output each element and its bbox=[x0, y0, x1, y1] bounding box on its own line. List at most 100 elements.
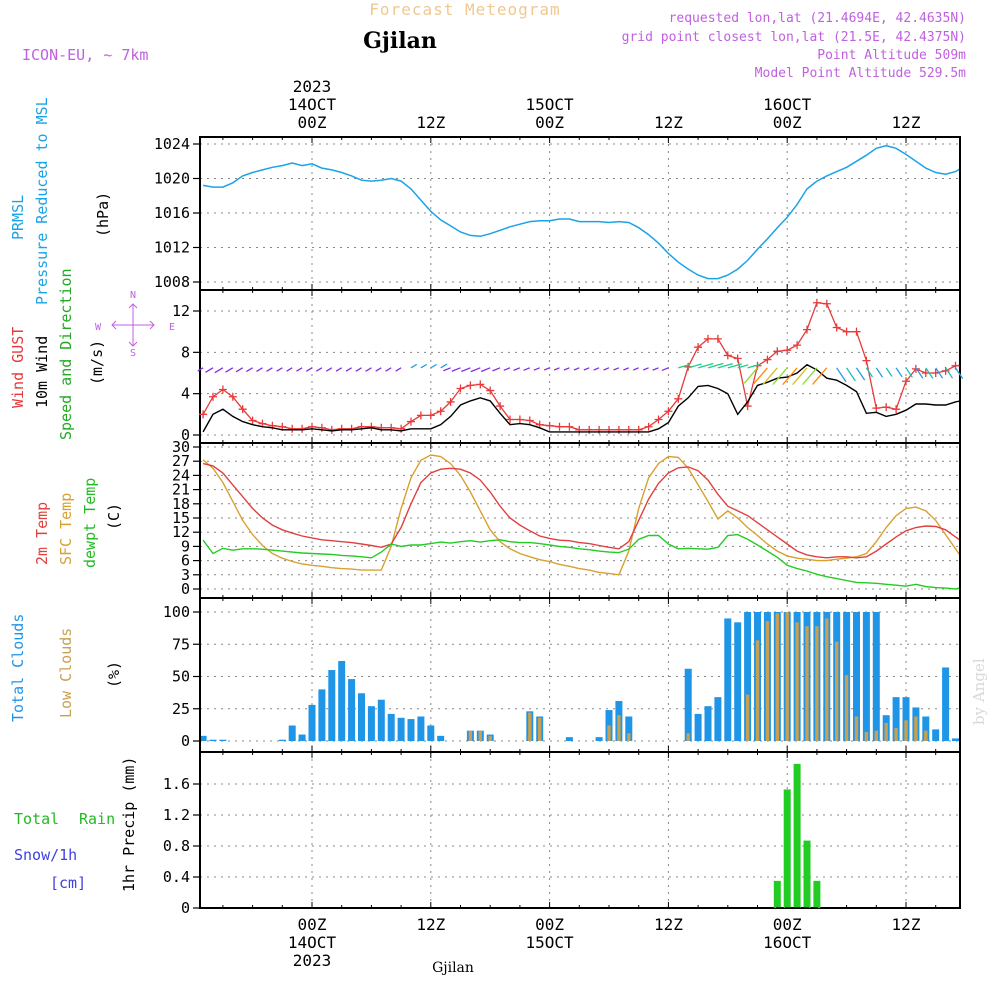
wind-gust-marker bbox=[644, 422, 653, 431]
y-tick-label: 100 bbox=[163, 603, 190, 621]
rain-bar bbox=[803, 840, 811, 908]
wind-gust-marker bbox=[872, 404, 881, 413]
top-year-label: 2023 bbox=[293, 77, 332, 96]
wind-gust-marker bbox=[803, 325, 811, 334]
precip-labels: Total Rain Snow/1h [cm] 1hr Precip (mm) bbox=[14, 757, 138, 892]
wind-direction-arrow-icon bbox=[642, 367, 649, 371]
wind-gust-marker bbox=[525, 416, 534, 425]
low-cloud-bar bbox=[844, 675, 849, 741]
wind-gust-marker bbox=[228, 392, 237, 401]
wind-10m-label: 10m Wind bbox=[33, 336, 51, 408]
wind-direction-arrow-icon bbox=[762, 367, 778, 385]
precip-total-label: Total bbox=[14, 810, 59, 828]
low-cloud-bar bbox=[538, 717, 542, 741]
wind-gust-marker bbox=[416, 411, 425, 420]
total-cloud-bar bbox=[565, 737, 573, 741]
top-hour-label: 00Z bbox=[773, 113, 802, 132]
wind-direction-arrow-icon bbox=[915, 367, 924, 379]
low-cloud-bar bbox=[835, 641, 839, 741]
total-cloud-bar bbox=[694, 713, 702, 741]
low-cloud-bar bbox=[528, 712, 532, 741]
wind-gust-marker bbox=[407, 417, 415, 426]
y-tick-label: 0 bbox=[181, 899, 190, 917]
y-tick-label: 18 bbox=[172, 495, 190, 513]
wind-direction-arrow-icon bbox=[747, 363, 761, 369]
wind-gust-label: Wind GUST bbox=[9, 327, 27, 408]
wind-direction-arrow-icon bbox=[256, 367, 263, 372]
wind-gust-marker bbox=[248, 416, 257, 425]
wind-direction-arrow-icon bbox=[836, 367, 847, 383]
wind-gust-marker bbox=[624, 425, 633, 434]
wind-direction-arrow-icon bbox=[727, 363, 742, 369]
total-cloud-bar bbox=[348, 679, 356, 741]
wind-direction-arrow-icon bbox=[583, 367, 590, 371]
y-tick-label: 21 bbox=[172, 481, 190, 499]
cloud-labels: Total Clouds Low Clouds (%) bbox=[9, 614, 123, 722]
model-altitude: Model Point Altitude 529.5m bbox=[755, 66, 966, 81]
wind-gust-marker bbox=[882, 403, 891, 412]
wind-gust-marker bbox=[436, 407, 445, 416]
top-date-label: 16OCT bbox=[763, 95, 812, 114]
bottom-hour-label: 12Z bbox=[416, 915, 445, 934]
wind-direction-arrow-icon bbox=[603, 367, 610, 371]
temp-sfc-label: SFC Temp bbox=[57, 493, 75, 565]
wind-direction-arrow-icon bbox=[235, 367, 244, 373]
wind-gust-marker bbox=[298, 424, 307, 433]
wind-direction-arrow-icon bbox=[305, 367, 313, 372]
low-cloud-bar bbox=[785, 612, 789, 741]
wind-gust-marker bbox=[545, 421, 554, 430]
wind-gust-marker bbox=[842, 327, 851, 336]
wind-direction-arrow-icon bbox=[812, 367, 828, 385]
top-hour-label: 00Z bbox=[535, 113, 564, 132]
precip-rain-label: Rain bbox=[79, 810, 115, 828]
wind-direction-arrow-icon bbox=[688, 363, 702, 369]
watermark: by Angel bbox=[970, 658, 988, 725]
total-cloud-bar bbox=[427, 725, 435, 741]
wind-dir-label: Speed and Direction bbox=[57, 268, 75, 440]
low-cloud-bar bbox=[805, 626, 809, 741]
wind-gust-marker bbox=[723, 351, 732, 360]
y-tick-label: 4 bbox=[181, 385, 190, 403]
total-cloud-bar bbox=[902, 697, 910, 741]
total-cloud-bar bbox=[338, 661, 346, 741]
wind-gust-marker bbox=[902, 377, 910, 386]
low-cloud-bar bbox=[607, 725, 611, 741]
wind-direction-arrow-icon bbox=[503, 367, 511, 371]
low-cloud-bar bbox=[488, 735, 492, 741]
bottom-date-label: 15OCT bbox=[526, 933, 575, 952]
total-cloud-bar bbox=[387, 713, 395, 741]
low-clouds-label: Low Clouds bbox=[57, 628, 75, 718]
pressure-label-desc: Pressure Reduced to MSL bbox=[33, 97, 51, 305]
total-cloud-bar bbox=[328, 670, 336, 741]
wind-gust-marker bbox=[199, 410, 208, 419]
low-cloud-bar bbox=[627, 733, 631, 741]
wind-direction-arrow-icon bbox=[743, 367, 758, 384]
wind-direction-arrow-icon bbox=[613, 367, 620, 371]
wind-direction-arrow-icon bbox=[945, 367, 954, 379]
wind-direction-arrow-icon bbox=[895, 367, 903, 378]
total-cloud-bar bbox=[377, 699, 385, 741]
rain-bar bbox=[813, 880, 821, 908]
y-tick-label: 50 bbox=[172, 668, 190, 686]
total-cloud-bar bbox=[367, 706, 375, 741]
wind-direction-arrow-icon bbox=[717, 362, 733, 369]
wind-plot bbox=[197, 298, 964, 434]
temp-plot bbox=[202, 454, 959, 590]
pressure-label-prmsl: PRMSL bbox=[9, 195, 27, 240]
pressure-unit: (hPa) bbox=[94, 192, 112, 237]
wind-direction-arrow-icon bbox=[792, 367, 808, 386]
y-tick-label: 1016 bbox=[154, 204, 190, 222]
y-tick-label: 1.2 bbox=[163, 806, 190, 824]
panel-frame bbox=[199, 751, 961, 909]
wind-direction-arrow-icon bbox=[885, 367, 893, 377]
wind-direction-arrow-icon bbox=[513, 367, 521, 371]
wind-direction-arrow-icon bbox=[563, 367, 570, 371]
y-tick-label: 12 bbox=[172, 523, 190, 541]
total-cloud-bar bbox=[298, 734, 306, 741]
wind-gust-marker bbox=[852, 327, 861, 336]
y-tick-label: 1008 bbox=[154, 273, 190, 291]
wind-direction-arrow-icon bbox=[214, 367, 224, 374]
temp-2m-label: 2m Temp bbox=[33, 502, 51, 565]
total-cloud-bar bbox=[407, 719, 415, 741]
